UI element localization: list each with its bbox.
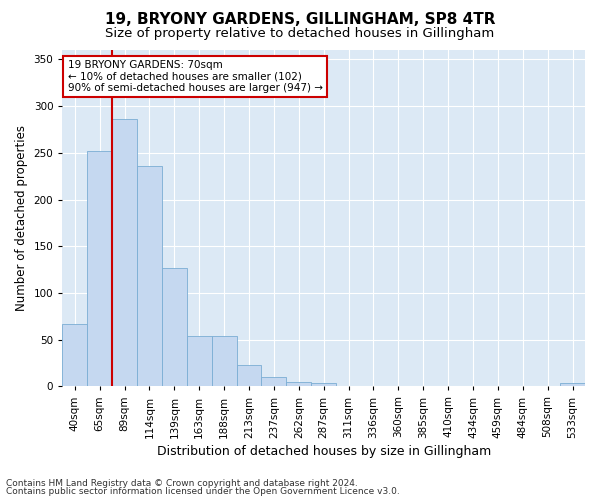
Bar: [311, 382, 336, 386]
Bar: [262, 377, 286, 386]
Bar: [212, 336, 236, 386]
Text: 19 BRYONY GARDENS: 70sqm
← 10% of detached houses are smaller (102)
90% of semi-: 19 BRYONY GARDENS: 70sqm ← 10% of detach…: [68, 60, 323, 94]
Bar: [62, 324, 87, 386]
Bar: [112, 119, 137, 386]
Bar: [187, 336, 212, 386]
Text: Contains public sector information licensed under the Open Government Licence v3: Contains public sector information licen…: [6, 487, 400, 496]
Text: 19, BRYONY GARDENS, GILLINGHAM, SP8 4TR: 19, BRYONY GARDENS, GILLINGHAM, SP8 4TR: [105, 12, 495, 28]
Bar: [286, 382, 311, 386]
Bar: [162, 268, 187, 386]
Text: Size of property relative to detached houses in Gillingham: Size of property relative to detached ho…: [106, 28, 494, 40]
Y-axis label: Number of detached properties: Number of detached properties: [15, 125, 28, 311]
Bar: [87, 151, 112, 386]
Bar: [236, 365, 262, 386]
X-axis label: Distribution of detached houses by size in Gillingham: Distribution of detached houses by size …: [157, 444, 491, 458]
Bar: [137, 166, 162, 386]
Bar: [560, 382, 585, 386]
Text: Contains HM Land Registry data © Crown copyright and database right 2024.: Contains HM Land Registry data © Crown c…: [6, 478, 358, 488]
